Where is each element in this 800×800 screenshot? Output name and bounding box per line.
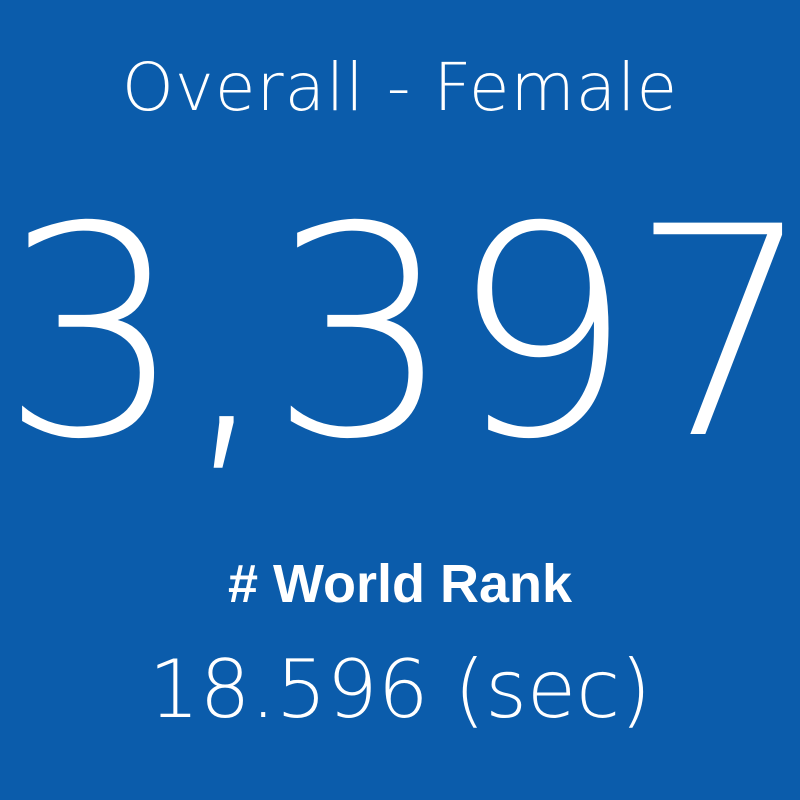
rank-label: # World Rank [227,554,573,614]
rank-value: 3,397 [0,166,800,503]
tile-title: Overall - Female [121,49,679,126]
time-value: 18.596 (sec) [148,643,652,736]
